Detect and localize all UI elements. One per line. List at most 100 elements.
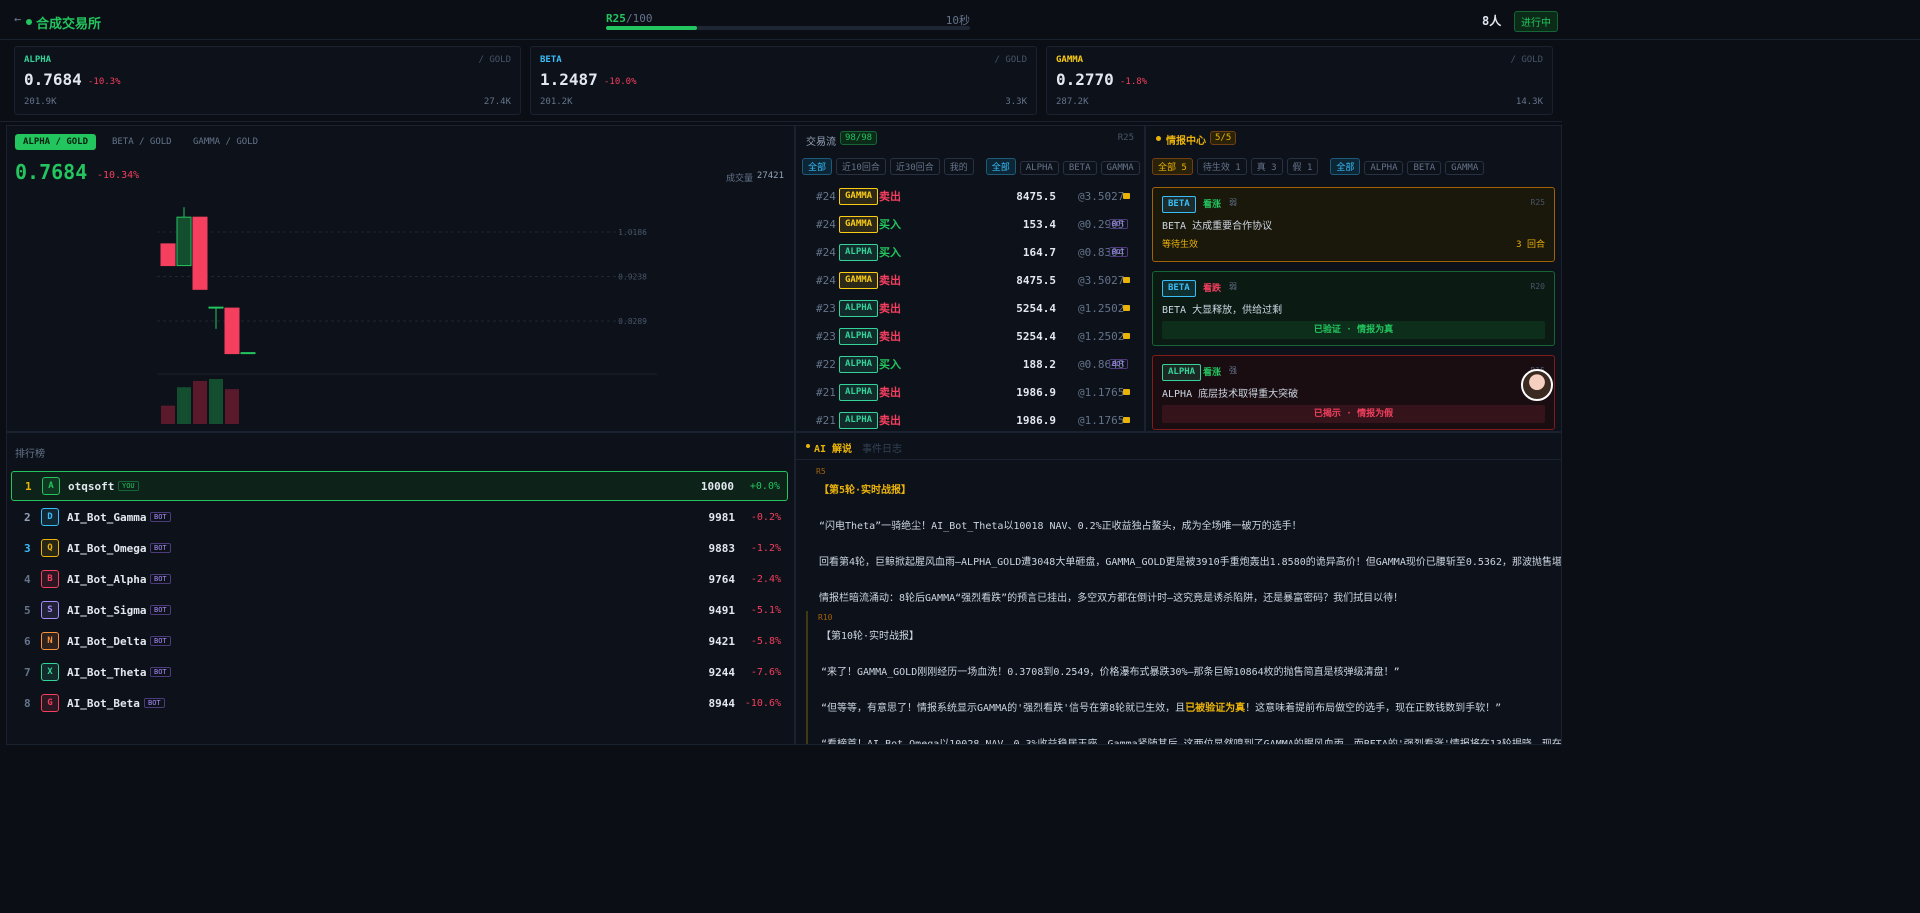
trade-side: 卖出 xyxy=(879,330,901,343)
chart-panel: ALPHA / GOLD BETA / GOLD GAMMA / GOLD 0.768… xyxy=(6,125,795,432)
ticker-volume: 287.2K xyxy=(1056,97,1089,107)
entry-paragraph: “来了！GAMMA_GOLD刚刚经历一场血洗！0.3708到0.2549，价格瀑… xyxy=(821,663,1400,678)
trade-panel: 交易流 98/98 R25 全部 近10回合 近30回合 我的 全部 ALPHA BETA GAMM… xyxy=(795,125,1145,432)
filter-chip[interactable]: GAMMA xyxy=(1445,161,1485,175)
ticker-name: GAMMA xyxy=(1056,55,1084,65)
trade-side: 卖出 xyxy=(879,190,901,203)
filter-chip[interactable]: 近10回合 xyxy=(836,158,886,175)
commentary-tab[interactable]: AI 解说 xyxy=(814,444,853,455)
player-value: 9244 xyxy=(708,665,736,679)
crown-icon xyxy=(1123,277,1130,283)
player-name: AI_Bot_Alpha xyxy=(67,572,147,586)
divider xyxy=(0,121,1562,122)
player-change: -2.4% xyxy=(750,573,781,585)
trade-price: @3.5027 xyxy=(1078,189,1125,203)
candle-body xyxy=(240,352,256,355)
player-change: +0.0% xyxy=(749,480,780,492)
trade-price: @0.2905 xyxy=(1078,217,1125,231)
leaderboard-row: 3 Q AI_Bot_Omega BOT 9883 -1.2% xyxy=(11,533,788,563)
round-max: /100 xyxy=(626,12,653,25)
filter-chip[interactable]: 假 1 xyxy=(1286,158,1319,175)
trade-price: @3.5027 xyxy=(1078,273,1125,287)
player-name: AI_Bot_Delta xyxy=(67,634,147,648)
commentary-entry: R10 【第10轮·实时战报】 “来了！GAMMA_GOLD刚刚经历一场血洗！0.3… xyxy=(806,611,1561,744)
filter-chip[interactable]: 我的 xyxy=(943,158,974,175)
filter-chip[interactable]: ALPHA xyxy=(1019,161,1059,175)
trade-filters: 全部 近10回合 近30回合 我的 全部 ALPHA BETA GAMMA xyxy=(802,158,1144,175)
ticker-card: ALPHA / GOLD 0.7684 -10.3% 201.9K 27.4K xyxy=(14,46,521,115)
intel-round: R20 xyxy=(1530,282,1545,291)
player-value: 9981 xyxy=(708,510,736,524)
crown-icon xyxy=(1123,417,1130,423)
trade-side: 买入 xyxy=(879,358,901,371)
trade-qty: 164.7 xyxy=(1022,245,1056,259)
progress-fill xyxy=(606,26,697,30)
pair-tab[interactable]: BETA / GOLD xyxy=(112,137,172,147)
ticker-volume: 201.9K xyxy=(24,97,57,107)
trade-count: 98/98 xyxy=(840,131,878,145)
paragraph-text: 回看第4轮，巨鲸掀起腥风血雨—ALPHA_GOLD遭3048大单砸盘，GAMMA… xyxy=(819,557,1562,568)
filter-chip[interactable]: 真 3 xyxy=(1250,158,1283,175)
filter-chip[interactable]: ALPHA xyxy=(1364,161,1404,175)
filter-chip[interactable]: BETA xyxy=(1062,161,1097,175)
player-change: -5.1% xyxy=(750,604,781,616)
asset-badge: ALPHA xyxy=(839,243,879,261)
asset-badge: ALPHA xyxy=(839,299,879,317)
rank: 7 xyxy=(24,665,31,679)
back-button[interactable]: ← xyxy=(14,12,22,26)
intel-status: 已验证 · 情报为真 xyxy=(1162,321,1545,339)
filter-chip[interactable]: 全部 xyxy=(802,158,833,175)
filter-chip[interactable]: 全部 5 xyxy=(1152,158,1193,175)
status-badge: 进行中 xyxy=(1514,11,1558,32)
ticker-price: 1.2487 xyxy=(540,70,598,89)
avatar: G xyxy=(41,694,59,712)
filter-chip[interactable]: 全部 xyxy=(1330,158,1361,175)
avatar: D xyxy=(41,508,59,526)
ticker-change: -10.0% xyxy=(604,77,637,87)
filter-chip[interactable]: 待生效 1 xyxy=(1196,158,1247,175)
trade-qty: 188.2 xyxy=(1022,357,1056,371)
candle-body xyxy=(160,243,176,267)
entry-paragraph: “看榜首！AI_Bot_Omega以10028 NAV、0.3%收益稳居王座，G… xyxy=(821,735,1561,744)
intel-strength: 强 xyxy=(1229,366,1237,375)
filter-chip[interactable]: BETA xyxy=(1407,161,1442,175)
paragraph-text: ！这意味着提前布局做空的选手，现在正数钱数到手软！” xyxy=(1245,703,1502,714)
player-name: AI_Bot_Theta xyxy=(67,665,147,679)
player-change: -1.2% xyxy=(750,542,781,554)
player-badge: BOT xyxy=(150,543,171,553)
rank: 4 xyxy=(24,572,31,586)
rank: 8 xyxy=(24,696,31,710)
candle-chart: 1.0186 0.9238 0.8289 xyxy=(157,207,657,424)
paragraph-text: 情报栏暗流涌动：8轮后GAMMA“强烈看跌”的预言已挂出，多空双方都在倒计时—这… xyxy=(819,593,1404,604)
ticker-pair: / GOLD xyxy=(994,55,1027,65)
intel-eta: 3 回合 xyxy=(1516,240,1545,250)
filter-chip[interactable]: 近30回合 xyxy=(889,158,940,175)
entry-paragraph: 回看第4轮，巨鲸掀起腥风血雨—ALPHA_GOLD遭3048大单砸盘，GAMMA… xyxy=(819,553,1562,568)
trade-round: #21 xyxy=(816,413,836,427)
crown-icon xyxy=(1123,193,1130,199)
volume-bar xyxy=(161,405,175,424)
filter-chip[interactable]: GAMMA xyxy=(1100,161,1140,175)
volume-label: 成交量 xyxy=(725,174,753,184)
ticker-change: -1.8% xyxy=(1120,77,1148,87)
pair-tab[interactable]: GAMMA / GOLD xyxy=(193,137,259,147)
assistant-avatar[interactable] xyxy=(1521,369,1553,401)
player-badge: YOU xyxy=(118,481,139,491)
avatar: X xyxy=(41,663,59,681)
pair-tab[interactable]: ALPHA / GOLD xyxy=(15,134,97,150)
player-change: -0.2% xyxy=(750,511,781,523)
filter-chip[interactable]: 全部 xyxy=(985,158,1016,175)
asset-badge: BETA xyxy=(1162,280,1196,297)
trade-round: #23 xyxy=(816,329,836,343)
trade-row: #24 GAMMA 卖出 8475.5 @3.5027 xyxy=(796,266,1144,294)
player-value: 8944 xyxy=(708,696,736,710)
commentary-tab[interactable]: 事件日志 xyxy=(862,444,902,455)
trade-round: #24 xyxy=(816,217,836,231)
ticker-card: GAMMA / GOLD 0.2770 -1.8% 287.2K 14.3K xyxy=(1046,46,1553,115)
intel-card: BETA 看跌弱 R20 BETA 大显释放，供给过剩 已验证 · 情报为真 xyxy=(1152,271,1555,346)
